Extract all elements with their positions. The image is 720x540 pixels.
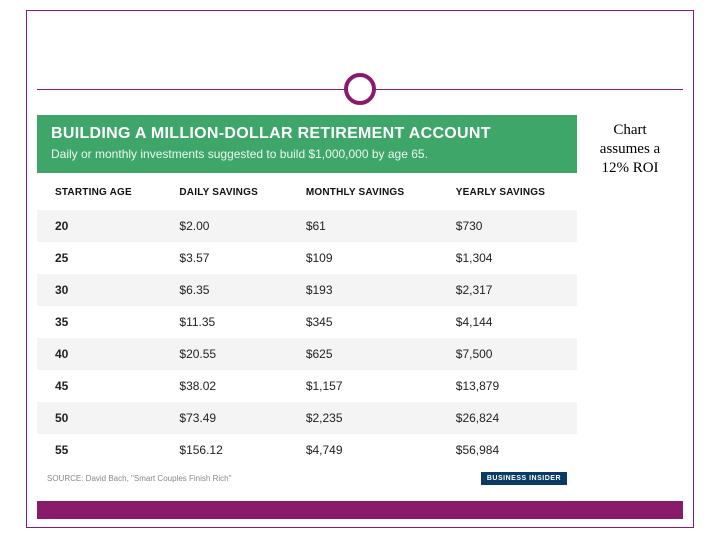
slide-frame: BUILDING A MILLION-DOLLAR RETIREMENT ACC… [26, 10, 694, 528]
cell-age: 50 [37, 402, 161, 434]
cell-monthly: $1,157 [288, 370, 438, 402]
cell-yearly: $2,317 [438, 274, 577, 306]
cell-yearly: $26,824 [438, 402, 577, 434]
col-starting-age: STARTING AGE [37, 173, 161, 210]
table-footer: SOURCE: David Bach, "Smart Couples Finis… [37, 466, 577, 489]
table-row: 40 $20.55 $625 $7,500 [37, 338, 577, 370]
cell-daily: $38.02 [161, 370, 287, 402]
table-row: 50 $73.49 $2,235 $26,824 [37, 402, 577, 434]
accent-bar [37, 501, 683, 519]
note-line: 12% ROI [577, 159, 683, 178]
cell-daily: $3.57 [161, 242, 287, 274]
source-text: SOURCE: David Bach, "Smart Couples Finis… [47, 474, 231, 483]
chart-column: BUILDING A MILLION-DOLLAR RETIREMENT ACC… [37, 115, 577, 489]
col-daily-savings: DAILY SAVINGS [161, 173, 287, 210]
cell-monthly: $193 [288, 274, 438, 306]
cell-age: 20 [37, 210, 161, 242]
banner-subtitle: Daily or monthly investments suggested t… [51, 147, 563, 161]
table-row: 25 $3.57 $109 $1,304 [37, 242, 577, 274]
table-row: 45 $38.02 $1,157 $13,879 [37, 370, 577, 402]
savings-table: STARTING AGE DAILY SAVINGS MONTHLY SAVIN… [37, 173, 577, 466]
circle-ornament-icon [344, 73, 376, 105]
cell-monthly: $61 [288, 210, 438, 242]
table-row: 55 $156.12 $4,749 $56,984 [37, 434, 577, 466]
table-header-row: STARTING AGE DAILY SAVINGS MONTHLY SAVIN… [37, 173, 577, 210]
cell-age: 55 [37, 434, 161, 466]
cell-daily: $2.00 [161, 210, 287, 242]
cell-yearly: $4,144 [438, 306, 577, 338]
content-row: BUILDING A MILLION-DOLLAR RETIREMENT ACC… [37, 115, 683, 489]
cell-daily: $156.12 [161, 434, 287, 466]
banner-title: BUILDING A MILLION-DOLLAR RETIREMENT ACC… [51, 125, 563, 143]
cell-monthly: $625 [288, 338, 438, 370]
cell-monthly: $109 [288, 242, 438, 274]
note-line: Chart [577, 121, 683, 140]
banner: BUILDING A MILLION-DOLLAR RETIREMENT ACC… [37, 115, 577, 173]
cell-yearly: $7,500 [438, 338, 577, 370]
cell-monthly: $2,235 [288, 402, 438, 434]
cell-age: 45 [37, 370, 161, 402]
cell-yearly: $730 [438, 210, 577, 242]
col-monthly-savings: MONTHLY SAVINGS [288, 173, 438, 210]
table-row: 20 $2.00 $61 $730 [37, 210, 577, 242]
cell-yearly: $1,304 [438, 242, 577, 274]
cell-yearly: $56,984 [438, 434, 577, 466]
cell-yearly: $13,879 [438, 370, 577, 402]
cell-daily: $11.35 [161, 306, 287, 338]
cell-age: 25 [37, 242, 161, 274]
cell-daily: $73.49 [161, 402, 287, 434]
cell-monthly: $345 [288, 306, 438, 338]
cell-age: 35 [37, 306, 161, 338]
cell-age: 40 [37, 338, 161, 370]
cell-monthly: $4,749 [288, 434, 438, 466]
table-row: 30 $6.35 $193 $2,317 [37, 274, 577, 306]
cell-age: 30 [37, 274, 161, 306]
col-yearly-savings: YEARLY SAVINGS [438, 173, 577, 210]
cell-daily: $20.55 [161, 338, 287, 370]
note-line: assumes a [577, 140, 683, 159]
table-row: 35 $11.35 $345 $4,144 [37, 306, 577, 338]
cell-daily: $6.35 [161, 274, 287, 306]
side-note: Chart assumes a 12% ROI [577, 115, 683, 177]
publisher-badge: BUSINESS INSIDER [481, 472, 567, 485]
